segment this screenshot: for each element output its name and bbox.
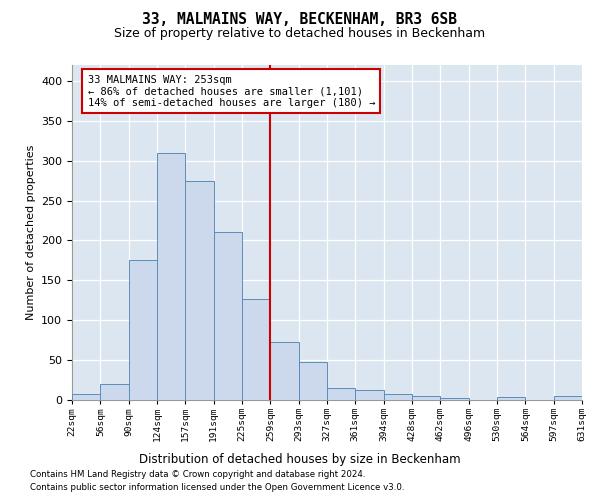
Text: Distribution of detached houses by size in Beckenham: Distribution of detached houses by size … <box>139 452 461 466</box>
Bar <box>185 180 214 400</box>
Bar <box>271 342 299 400</box>
Bar <box>157 152 185 400</box>
Bar <box>383 394 412 400</box>
Bar <box>299 362 327 400</box>
Bar <box>355 390 383 400</box>
Text: Size of property relative to detached houses in Beckenham: Size of property relative to detached ho… <box>115 26 485 40</box>
Bar <box>497 397 526 400</box>
Bar <box>72 394 100 400</box>
Bar <box>100 384 128 400</box>
Bar <box>412 396 440 400</box>
Bar <box>214 232 242 400</box>
Bar <box>327 388 355 400</box>
Bar <box>128 260 157 400</box>
Text: Contains HM Land Registry data © Crown copyright and database right 2024.: Contains HM Land Registry data © Crown c… <box>30 470 365 479</box>
Text: Contains public sector information licensed under the Open Government Licence v3: Contains public sector information licen… <box>30 484 404 492</box>
Bar <box>242 298 271 400</box>
Bar <box>440 398 469 400</box>
Bar <box>554 396 582 400</box>
Y-axis label: Number of detached properties: Number of detached properties <box>26 145 35 320</box>
Text: 33, MALMAINS WAY, BECKENHAM, BR3 6SB: 33, MALMAINS WAY, BECKENHAM, BR3 6SB <box>143 12 458 26</box>
Text: 33 MALMAINS WAY: 253sqm
← 86% of detached houses are smaller (1,101)
14% of semi: 33 MALMAINS WAY: 253sqm ← 86% of detache… <box>88 74 375 108</box>
